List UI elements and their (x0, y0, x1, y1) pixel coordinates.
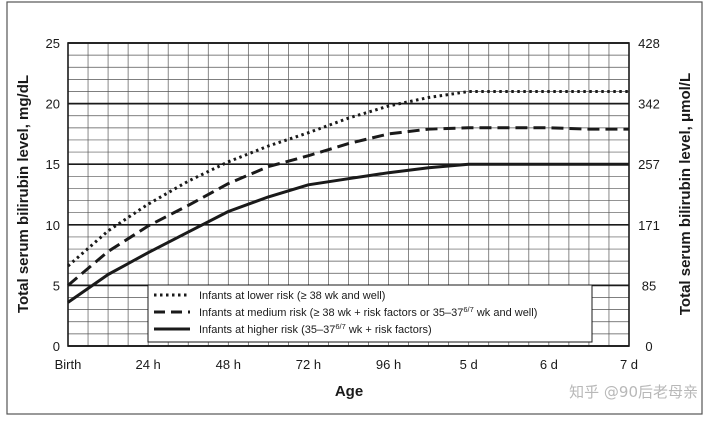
y-right-tick-label: 342 (638, 97, 660, 112)
x-axis-title: Age (335, 383, 363, 400)
legend-label-medium: Infants at medium risk (≥ 38 wk + risk f… (199, 305, 537, 319)
y-left-tick-label: 10 (46, 218, 60, 233)
y-left-tick-label: 0 (53, 339, 60, 354)
y-left-tick-label: 5 (53, 278, 60, 293)
plot-border (67, 42, 630, 347)
x-tick-label: 24 h (135, 357, 160, 372)
x-tick-label: 96 h (376, 357, 401, 372)
legend-box (147, 284, 593, 343)
x-tick-label: 6 d (540, 357, 558, 372)
y-right-tick-label: 428 (638, 36, 660, 51)
series-line-solid (67, 162, 629, 304)
y-left-tick-label: 20 (46, 97, 60, 112)
x-tick-label: 5 d (460, 357, 478, 372)
y-axis-title-right: Total serum bilirubin level, μmol/L (677, 73, 694, 315)
y-left-tick-label: 25 (46, 36, 60, 51)
legend: Infants at lower risk (≥ 38 wk and well)… (147, 284, 593, 343)
y-right-tick-label: 171 (638, 218, 660, 233)
x-tick-label: Birth (55, 357, 82, 372)
y-axis-title-left: Total serum bilirubin level, mg/dL (15, 75, 32, 313)
y-right-tick-labels: 0 85 171 257 342 428 (638, 36, 660, 354)
watermark: 知乎 @90后老母亲 (569, 383, 698, 401)
y-right-tick-label: 257 (638, 157, 660, 172)
x-tick-labels: Birth 24 h 48 h 72 h 96 h 5 d 6 d 7 d (55, 357, 638, 372)
y-left-tick-labels: 0 5 10 15 20 25 (46, 36, 60, 354)
series-line-dotted (67, 90, 629, 268)
series-line-dashed (67, 126, 629, 287)
legend-label-lower: Infants at lower risk (≥ 38 wk and well) (199, 290, 385, 302)
series-layer (67, 90, 629, 304)
x-tick-label: 7 d (620, 357, 638, 372)
legend-label-higher: Infants at higher risk (35–376/7 wk + ri… (199, 322, 432, 336)
x-tick-label: 48 h (216, 357, 241, 372)
y-right-tick-label: 0 (645, 339, 652, 354)
x-tick-label: 72 h (296, 357, 321, 372)
y-left-tick-label: 15 (46, 157, 60, 172)
y-right-tick-label: 85 (642, 278, 656, 293)
